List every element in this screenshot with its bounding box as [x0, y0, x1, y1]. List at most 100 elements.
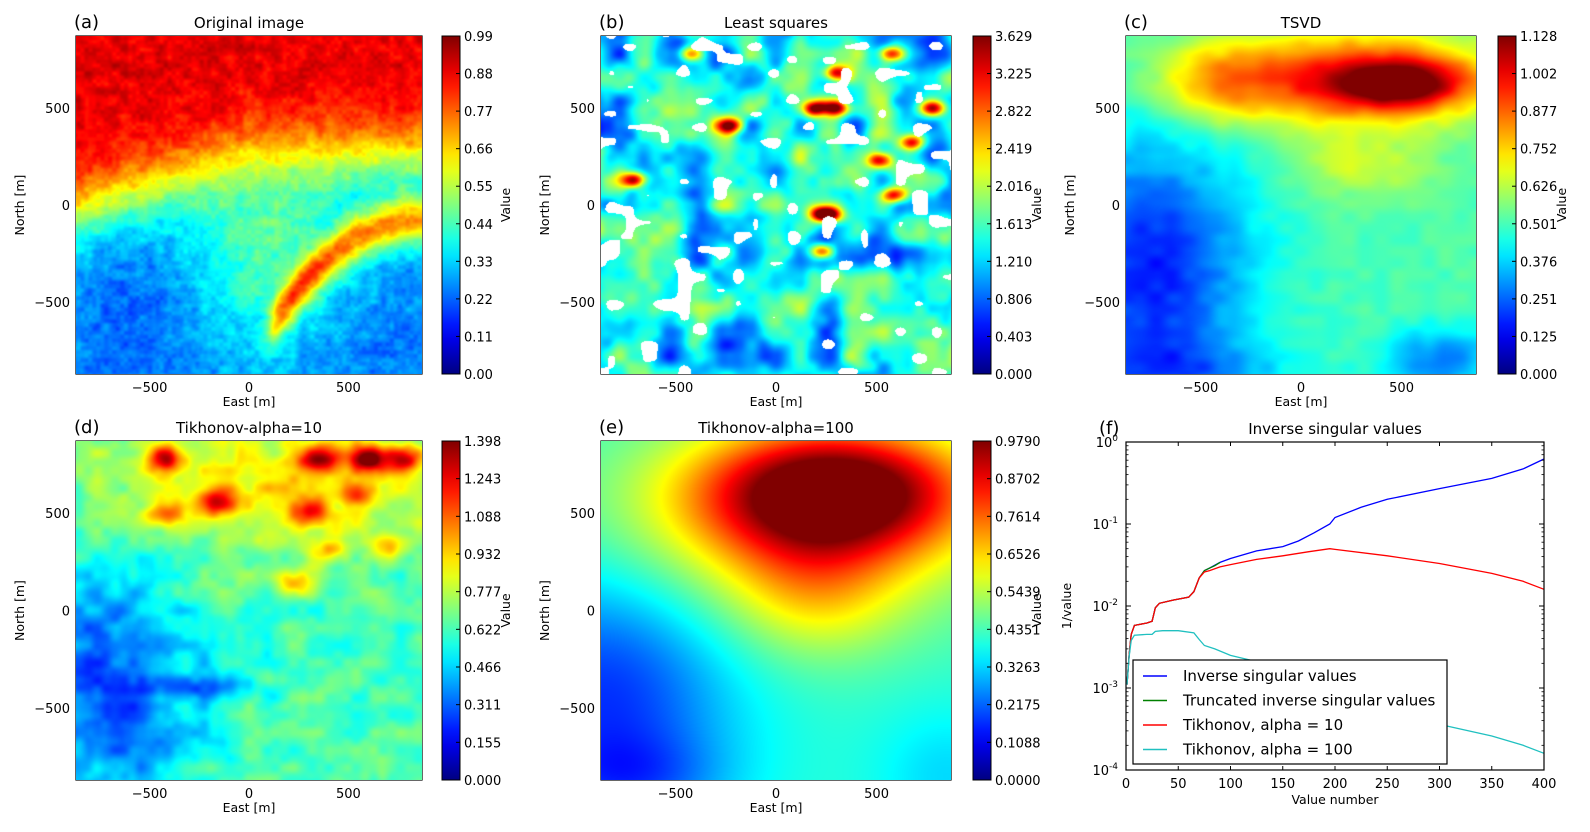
plot-frame [600, 440, 952, 781]
y-tick-label: 100 [1096, 434, 1119, 451]
y-tick-label: 10-2 [1092, 598, 1118, 615]
plot-frame [600, 35, 952, 375]
colorbar-label: Value [1029, 188, 1044, 223]
x-tick-label: 500 [864, 787, 889, 802]
x-tick-label: 150 [1270, 777, 1295, 792]
x-tick-label: 500 [336, 381, 361, 396]
tick-base: 10 [1092, 764, 1109, 779]
y-tick-label: 0 [62, 605, 70, 620]
colorbar-tick-label: 0.000 [464, 774, 501, 789]
x-tick-label: 500 [336, 787, 361, 802]
colorbar-tick-label: 0.1088 [995, 736, 1041, 751]
colorbar-tick-label: 1.613 [995, 218, 1032, 233]
legend-entry: Truncated inverse singular values [1182, 692, 1436, 710]
colorbar-tick-label: 1.088 [464, 510, 501, 525]
legend-entry: Tikhonov, alpha = 10 [1182, 716, 1343, 734]
colorbar-tick-label: 0.77 [464, 105, 493, 120]
colorbar-tick-label: 2.419 [995, 143, 1032, 158]
colorbar-tick-label: 1.210 [995, 255, 1032, 270]
y-tick-label: 500 [1095, 102, 1120, 117]
panel-label: (f) [1099, 418, 1119, 439]
colorbar-tick-label: 0.806 [995, 293, 1032, 308]
colorbar-tick-label: 0.501 [1520, 218, 1557, 233]
x-axis-label: Value number [1291, 792, 1379, 807]
x-tick-label: 400 [1532, 777, 1557, 792]
colorbar [441, 440, 461, 781]
x-tick-label: 0 [245, 787, 253, 802]
tick-exponent: -3 [1109, 680, 1118, 690]
colorbar-label: Value [498, 188, 513, 223]
tick-exponent: 0 [1112, 434, 1118, 444]
y-tick-label: 500 [570, 102, 595, 117]
colorbar-tick-label: 0.000 [995, 368, 1032, 383]
colorbar-tick-label: 2.822 [995, 105, 1032, 120]
colorbar-tick-label: 0.8702 [995, 473, 1041, 488]
colorbar-tick-label: 2.016 [995, 180, 1032, 195]
colorbar-tick-label: 0.22 [464, 293, 493, 308]
y-axis-label: North [m] [12, 580, 27, 641]
x-axis-label: East [m] [750, 394, 803, 409]
plot-frame [1125, 35, 1477, 375]
x-tick-label: 0 [772, 381, 780, 396]
colorbar-label: Value [1029, 593, 1044, 628]
colorbar-tick-label: 1.128 [1520, 30, 1557, 45]
panel-label: (e) [599, 417, 624, 438]
colorbar-tick-label: 0.7614 [995, 510, 1041, 525]
y-axis-label: 1/value [1059, 583, 1074, 630]
y-tick-label: −500 [34, 296, 70, 311]
tick-base: 10 [1092, 518, 1109, 533]
x-axis-label: East [m] [750, 800, 803, 815]
x-tick-label: 500 [1389, 381, 1414, 396]
colorbar-tick-label: 3.225 [995, 68, 1032, 83]
y-tick-label: 10-1 [1092, 516, 1118, 533]
tick-exponent: -2 [1109, 598, 1118, 608]
inverse-singular-values-panel: 0 50 100 150 200 250 300 350 40010010-110-210-31… [1059, 418, 1556, 807]
plot-frame [75, 35, 423, 375]
colorbar-tick-label: 0.3263 [995, 661, 1041, 676]
y-tick-label: 500 [45, 507, 70, 522]
panel-label: (b) [599, 12, 624, 33]
colorbar-tick-label: 0.403 [995, 330, 1032, 345]
colorbar-tick-label: 0.0000 [995, 774, 1041, 789]
tick-exponent: -4 [1109, 762, 1118, 772]
colorbar-tick-label: 0.932 [464, 548, 501, 563]
colorbar-tick-label: 0.88 [464, 68, 493, 83]
panel-b: −500 0 500 −500 0 500 Least squares (b) East [m]… [537, 12, 1044, 409]
y-tick-label: −500 [34, 702, 70, 717]
colorbar [1497, 35, 1517, 375]
tick-base: 10 [1096, 436, 1113, 451]
panel-title: Least squares [724, 14, 828, 32]
tick-exponent: -1 [1109, 516, 1118, 526]
x-axis-label: East [m] [1275, 394, 1328, 409]
colorbar-tick-label: 0.33 [464, 255, 493, 270]
x-axis-label: East [m] [223, 800, 276, 815]
colorbar-tick-label: 0.622 [464, 623, 501, 638]
y-axis-label: North [m] [537, 580, 552, 641]
x-tick-label: 100 [1218, 777, 1243, 792]
colorbar-tick-label: 0.311 [464, 699, 501, 714]
y-tick-label: 0 [62, 199, 70, 214]
legend-box [1132, 659, 1448, 765]
panel-a: −500 0 500 −500 0 500 Original image (a) East [m… [12, 12, 513, 409]
x-tick-label: 50 [1170, 777, 1187, 792]
colorbar-tick-label: 0.466 [464, 661, 501, 676]
x-tick-label: 0 [772, 787, 780, 802]
colorbar-tick-label: 0.44 [464, 218, 493, 233]
colorbar-tick-label: 0.5439 [995, 586, 1041, 601]
colorbar-label: Value [1554, 188, 1569, 223]
colorbar [972, 35, 992, 375]
y-axis-label: North [m] [537, 175, 552, 236]
colorbar-tick-label: 0.6526 [995, 548, 1041, 563]
plot-frame [75, 440, 423, 781]
tick-base: 10 [1092, 600, 1109, 615]
x-tick-label: 200 [1323, 777, 1348, 792]
x-tick-label: 0 [1297, 381, 1305, 396]
x-tick-label: 0 [245, 381, 253, 396]
colorbar-tick-label: 0.66 [464, 143, 493, 158]
colorbar-tick-label: 0.000 [1520, 368, 1557, 383]
y-tick-label: −500 [559, 296, 595, 311]
panel-c: −500 0 500 −500 0 500 TSVD (c) East [m] North [m]… [1062, 12, 1569, 409]
x-tick-label: −500 [1183, 381, 1219, 396]
